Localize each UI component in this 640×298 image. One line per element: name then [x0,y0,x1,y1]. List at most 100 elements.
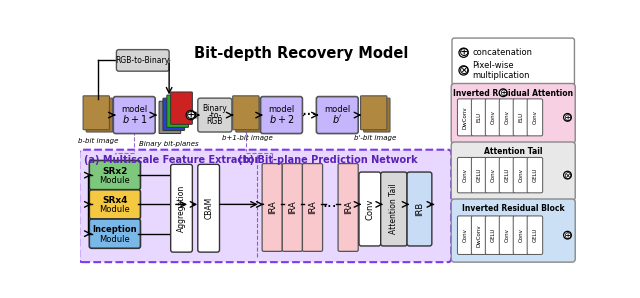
Text: SRx2: SRx2 [102,167,127,176]
Text: Binary: Binary [202,104,227,114]
Text: Conv: Conv [365,198,374,220]
Text: Binary bit-planes: Binary bit-planes [140,140,199,147]
Circle shape [564,231,572,239]
Text: Conv: Conv [532,111,538,124]
FancyBboxPatch shape [452,38,575,85]
FancyBboxPatch shape [499,157,515,193]
Text: IRA: IRA [308,201,317,214]
Text: Conv: Conv [518,228,524,242]
Text: Conv: Conv [463,228,468,242]
Text: $\oplus$: $\oplus$ [499,87,508,98]
Text: b-bit image: b-bit image [77,137,118,144]
FancyBboxPatch shape [113,97,155,134]
FancyBboxPatch shape [260,97,303,134]
Text: IRA: IRA [268,201,276,214]
Text: Module: Module [99,205,131,214]
FancyBboxPatch shape [485,216,501,254]
FancyBboxPatch shape [513,157,529,193]
FancyBboxPatch shape [90,190,140,219]
Text: $\oplus$: $\oplus$ [563,112,572,123]
Text: Aggregation: Aggregation [177,185,186,232]
FancyBboxPatch shape [338,164,358,251]
FancyBboxPatch shape [381,172,407,246]
Text: Inverted Residual Block: Inverted Residual Block [462,204,564,213]
FancyBboxPatch shape [83,96,109,130]
FancyBboxPatch shape [527,157,543,193]
Text: (a) Multiscale Feature Extractor: (a) Multiscale Feature Extractor [84,155,259,165]
Text: b+1-bit image: b+1-bit image [222,135,273,141]
Text: GELU: GELU [477,168,482,182]
FancyBboxPatch shape [513,99,529,136]
FancyBboxPatch shape [485,157,501,193]
Text: Inverted Residual Attention: Inverted Residual Attention [453,89,573,98]
FancyBboxPatch shape [303,164,323,251]
FancyBboxPatch shape [90,161,140,190]
Text: GELU: GELU [504,168,509,182]
Text: GELU: GELU [491,228,495,242]
Text: IRB: IRB [415,202,424,216]
FancyBboxPatch shape [360,96,387,130]
FancyBboxPatch shape [451,199,575,262]
FancyBboxPatch shape [458,216,473,254]
Circle shape [564,114,572,121]
Circle shape [186,111,195,120]
Text: model: model [121,105,147,114]
Circle shape [459,48,468,57]
Text: Conv: Conv [518,168,524,182]
FancyBboxPatch shape [451,83,575,144]
Text: Module: Module [99,235,131,243]
Text: ···: ··· [301,106,317,124]
Text: SRx4: SRx4 [102,196,127,205]
Text: Inception: Inception [93,225,137,234]
Circle shape [499,89,507,97]
Text: Conv: Conv [491,168,495,182]
FancyBboxPatch shape [79,150,451,262]
Text: Attention Tail: Attention Tail [389,184,398,235]
Circle shape [564,171,572,179]
Text: $\oplus$: $\oplus$ [458,46,469,59]
FancyBboxPatch shape [472,216,487,254]
FancyBboxPatch shape [233,96,259,130]
FancyBboxPatch shape [316,97,358,134]
FancyBboxPatch shape [171,164,193,252]
Text: Pixel-wise
multiplication: Pixel-wise multiplication [472,61,530,80]
Text: DwConv: DwConv [477,224,482,246]
Text: IRA: IRA [344,201,353,214]
FancyBboxPatch shape [458,99,473,136]
Text: Conv: Conv [504,228,509,242]
Text: $b+2$: $b+2$ [269,113,294,125]
Text: $b'$: $b'$ [332,113,342,125]
Text: $\oplus$: $\oplus$ [185,108,196,122]
Text: ELU: ELU [477,112,482,122]
FancyBboxPatch shape [451,142,575,201]
Text: GELU: GELU [532,168,538,182]
Text: concatenation: concatenation [472,48,532,57]
Text: Module: Module [99,176,131,185]
Text: Conv: Conv [491,111,495,124]
FancyBboxPatch shape [159,101,180,134]
Circle shape [459,66,468,75]
FancyBboxPatch shape [198,98,232,132]
FancyBboxPatch shape [236,98,262,132]
FancyBboxPatch shape [90,219,140,248]
Text: RGB: RGB [207,117,223,126]
Text: $b+1$: $b+1$ [122,113,147,125]
FancyBboxPatch shape [198,164,220,252]
Text: ELU: ELU [518,112,524,122]
FancyBboxPatch shape [458,157,473,193]
FancyBboxPatch shape [282,164,303,251]
Text: GELU: GELU [532,228,538,242]
FancyBboxPatch shape [359,172,381,246]
Text: $\oplus$: $\oplus$ [563,230,572,241]
FancyBboxPatch shape [364,98,390,132]
Text: $\otimes$: $\otimes$ [458,64,469,77]
Text: (b) Bit-plane Prediction Network: (b) Bit-plane Prediction Network [238,155,418,165]
FancyBboxPatch shape [513,216,529,254]
Text: IRA: IRA [288,201,297,214]
Text: -to-: -to- [208,111,221,119]
FancyBboxPatch shape [527,99,543,136]
FancyBboxPatch shape [262,164,282,251]
Text: Conv: Conv [463,168,468,182]
FancyBboxPatch shape [171,92,193,124]
FancyBboxPatch shape [86,98,113,132]
